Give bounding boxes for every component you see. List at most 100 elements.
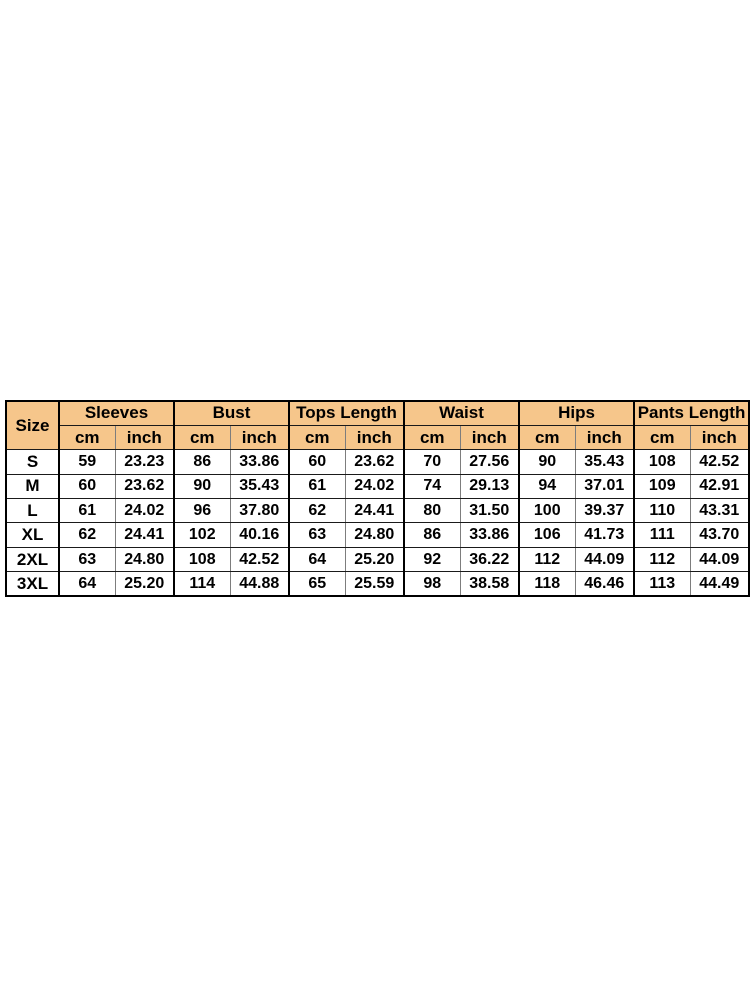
measurement-cell: 43.70 <box>689 522 750 548</box>
size-label-cell: XL <box>5 522 60 548</box>
group-header-waist: Waist <box>403 400 520 426</box>
table-body: S 59 23.23 86 33.86 60 23.62 70 27.56 90 35.43 108 4… <box>5 449 750 597</box>
measurement-cell: 60 <box>288 449 346 475</box>
measurement-cell: 65 <box>288 571 346 597</box>
measurement-cell: 24.41 <box>344 498 405 524</box>
measurement-cell: 92 <box>403 546 461 573</box>
table-row: M 60 23.62 90 35.43 61 24.02 74 29.13 94 37.01 109 4… <box>5 473 750 500</box>
measurement-cell: 61 <box>58 498 116 524</box>
group-header-pants-length: Pants Length <box>633 400 750 426</box>
measurement-cell: 44.09 <box>574 546 635 573</box>
measurement-cell: 118 <box>518 571 576 597</box>
measurement-cell: 113 <box>633 571 691 597</box>
measurement-cell: 23.23 <box>114 449 175 475</box>
measurement-cell: 100 <box>518 498 576 524</box>
table-row: S 59 23.23 86 33.86 60 23.62 70 27.56 90 35.43 108 4… <box>5 449 750 475</box>
measurement-cell: 23.62 <box>344 449 405 475</box>
measurement-cell: 37.80 <box>229 498 290 524</box>
unit-header-sleeves-cm: cm <box>58 424 116 451</box>
table-row: XL 62 24.41 102 40.16 63 24.80 86 33.86 106 41.73 1… <box>5 522 750 548</box>
measurement-cell: 111 <box>633 522 691 548</box>
measurement-cell: 80 <box>403 498 461 524</box>
measurement-cell: 70 <box>403 449 461 475</box>
measurement-cell: 114 <box>173 571 231 597</box>
measurement-cell: 74 <box>403 473 461 500</box>
table-row: L 61 24.02 96 37.80 62 24.41 80 31.50 100 39.37 110… <box>5 498 750 524</box>
measurement-cell: 42.52 <box>229 546 290 573</box>
group-header-row: Size Sleeves Bust Tops Length Waist Hips… <box>5 400 750 451</box>
measurement-cell: 25.20 <box>344 546 405 573</box>
measurement-cell: 44.09 <box>689 546 750 573</box>
measurement-cell: 62 <box>288 498 346 524</box>
measurement-cell: 43.31 <box>689 498 750 524</box>
measurement-cell: 35.43 <box>229 473 290 500</box>
measurement-cell: 94 <box>518 473 576 500</box>
size-label-cell: S <box>5 449 60 475</box>
measurement-cell: 96 <box>173 498 231 524</box>
measurement-cell: 29.13 <box>459 473 520 500</box>
group-header-tops-length: Tops Length <box>287 400 405 426</box>
group-header-hips: Hips <box>518 400 635 426</box>
measurement-cell: 108 <box>173 546 231 573</box>
unit-header-hips-inch: inch <box>574 424 635 451</box>
unit-header-tops-length-inch: inch <box>344 424 405 451</box>
measurement-cell: 24.02 <box>344 473 405 500</box>
size-chart-table: Size Sleeves Bust Tops Length Waist Hips… <box>5 400 750 598</box>
measurement-cell: 86 <box>173 449 231 475</box>
unit-header-hips-cm: cm <box>518 424 576 451</box>
measurement-cell: 44.49 <box>689 571 750 597</box>
measurement-cell: 36.22 <box>459 546 520 573</box>
measurement-cell: 37.01 <box>574 473 635 500</box>
measurement-cell: 64 <box>288 546 346 573</box>
measurement-cell: 63 <box>288 522 346 548</box>
measurement-cell: 86 <box>403 522 461 548</box>
size-label-cell: 2XL <box>5 546 60 573</box>
size-label-cell: L <box>5 498 60 524</box>
measurement-cell: 46.46 <box>574 571 635 597</box>
unit-header-row: cm inch cm inch cm inch cm inch cm inch … <box>6 424 750 451</box>
measurement-cell: 110 <box>633 498 691 524</box>
measurement-cell: 31.50 <box>459 498 520 524</box>
measurement-cell: 44.88 <box>229 571 290 597</box>
measurement-cell: 102 <box>173 522 231 548</box>
unit-header-tops-length-cm: cm <box>288 424 346 451</box>
measurement-cell: 24.80 <box>114 546 175 573</box>
column-header-size: Size <box>5 400 60 451</box>
unit-header-pants-length-inch: inch <box>689 424 750 451</box>
measurement-cell: 33.86 <box>459 522 520 548</box>
measurement-cell: 40.16 <box>229 522 290 548</box>
table-header: Size Sleeves Bust Tops Length Waist Hips… <box>5 400 750 451</box>
unit-header-sleeves-inch: inch <box>114 424 175 451</box>
measurement-cell: 35.43 <box>574 449 635 475</box>
measurement-cell: 27.56 <box>459 449 520 475</box>
measurement-cell: 33.86 <box>229 449 290 475</box>
table-row: 2XL 63 24.80 108 42.52 64 25.20 92 36.22 112 44.09… <box>5 546 750 573</box>
measurement-cell: 62 <box>58 522 116 548</box>
measurement-cell: 90 <box>173 473 231 500</box>
size-chart-container: Size Sleeves Bust Tops Length Waist Hips… <box>5 400 750 598</box>
measurement-cell: 90 <box>518 449 576 475</box>
measurement-cell: 42.91 <box>689 473 750 500</box>
measurement-cell: 63 <box>58 546 116 573</box>
measurement-cell: 38.58 <box>459 571 520 597</box>
measurement-cell: 64 <box>58 571 116 597</box>
measurement-cell: 41.73 <box>574 522 635 548</box>
measurement-cell: 42.52 <box>689 449 750 475</box>
measurement-cell: 23.62 <box>114 473 175 500</box>
measurement-cell: 98 <box>403 571 461 597</box>
measurement-cell: 25.59 <box>344 571 405 597</box>
size-label-cell: 3XL <box>5 571 60 597</box>
unit-header-pants-length-cm: cm <box>633 424 691 451</box>
measurement-cell: 108 <box>633 449 691 475</box>
measurement-cell: 24.80 <box>344 522 405 548</box>
measurement-cell: 106 <box>518 522 576 548</box>
measurement-cell: 24.41 <box>114 522 175 548</box>
measurement-cell: 24.02 <box>114 498 175 524</box>
unit-header-waist-cm: cm <box>403 424 461 451</box>
measurement-cell: 25.20 <box>114 571 175 597</box>
table-row: 3XL 64 25.20 114 44.88 65 25.59 98 38.58 118 46.46… <box>5 571 750 597</box>
measurement-cell: 39.37 <box>574 498 635 524</box>
measurement-cell: 112 <box>518 546 576 573</box>
measurement-cell: 109 <box>633 473 691 500</box>
